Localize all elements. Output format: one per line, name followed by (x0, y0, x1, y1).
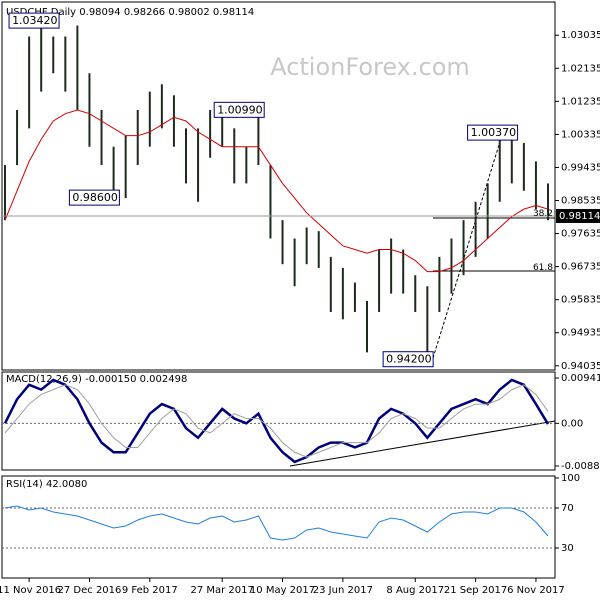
annotation: 1.00370 (471, 126, 516, 139)
annotation: 0.94200 (386, 353, 432, 366)
fib-label: 38.2 (533, 209, 553, 219)
y-tick-label: 0.97635 (561, 229, 600, 240)
y-tick-label: 1.00335 (561, 129, 600, 140)
x-tick-label: 21 Sep 2017 (444, 585, 507, 596)
annotation-box (467, 124, 519, 141)
annotation-box (68, 189, 120, 206)
x-tick-label: 8 Aug 2017 (386, 585, 444, 596)
last-price-box (556, 208, 600, 223)
annotation: 0.98600 (72, 191, 118, 204)
macd-panel (1, 371, 556, 471)
y-tick-label: 0.94935 (561, 328, 600, 339)
price-panel (1, 1, 556, 371)
rsi-title: RSI(14) 42.0080 (6, 479, 87, 490)
y-tick-label: 0.99435 (561, 162, 600, 173)
x-tick-label: 23 Jun 2017 (313, 585, 373, 596)
macd-trend-line (289, 420, 556, 467)
annotation-box (8, 12, 60, 29)
series-line (4, 384, 549, 458)
y-tick-label: 1.01235 (561, 96, 600, 107)
y-tick-label: 0.94035 (561, 361, 600, 372)
y-tick-label: 30 (561, 543, 574, 554)
x-tick-label: 11 Nov 2016 (0, 585, 61, 596)
y-tick-label: 100 (561, 473, 580, 484)
fib-label: 61.8 (533, 263, 553, 273)
moving-average (4, 109, 549, 273)
y-tick-label: 70 (561, 503, 574, 514)
price-title: USDCHF,Daily 0.98094 0.98266 0.98002 0.9… (6, 7, 254, 18)
y-tick-label: 1.02135 (561, 63, 600, 74)
annotation-box (213, 101, 265, 118)
annotation-box (382, 351, 434, 368)
annotation: 1.00990 (217, 103, 263, 116)
x-tick-label: 27 Mar 2017 (190, 585, 253, 596)
y-tick-label: 0.98535 (561, 196, 600, 207)
y-tick-label: 0.95835 (561, 295, 600, 306)
y-tick-label: 0.009411 (561, 373, 600, 384)
watermark: ActionForex.com (270, 53, 470, 81)
trend-line (432, 131, 504, 359)
x-tick-label: 6 Nov 2017 (507, 585, 565, 596)
x-tick-label: 10 May 2017 (250, 585, 315, 596)
y-tick-label: 0.96735 (561, 262, 600, 273)
series-line (3, 378, 550, 464)
x-tick-label: 27 Dec 2016 (58, 585, 122, 596)
rsi-panel (1, 475, 556, 579)
last-price-label: 0.98114 (559, 211, 600, 222)
y-tick-label: 0.00 (561, 418, 583, 429)
y-tick-label: 1.03035 (561, 30, 600, 41)
x-tick-label: 9 Feb 2017 (122, 585, 178, 596)
macd-title: MACD(12,26,9) -0.000150 0.002498 (6, 374, 187, 385)
y-tick-label: -0.008852 (561, 461, 600, 472)
series-line (4, 505, 549, 541)
annotation: 1.03420 (12, 14, 58, 27)
